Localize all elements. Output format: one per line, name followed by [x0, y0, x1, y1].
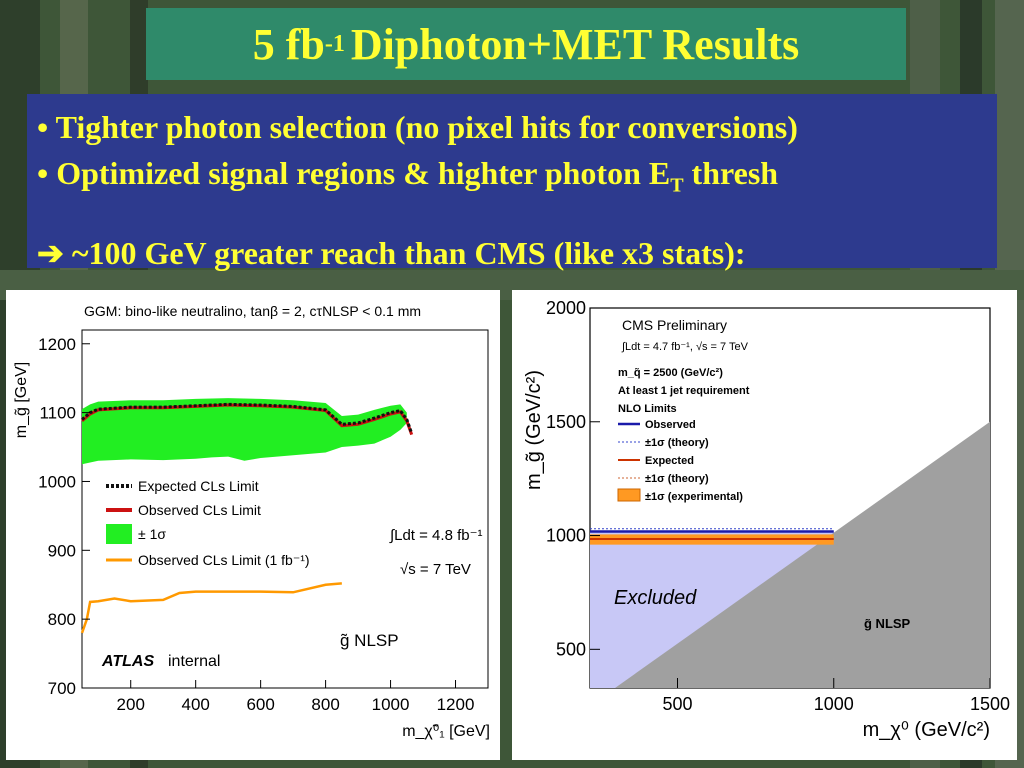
title-main: 5 fb: [252, 19, 325, 69]
conclusion-text: ~100 GeV greater reach than CMS (like x3…: [63, 235, 746, 272]
cms-xlabel: m_χ⁰ (GeV/c²): [863, 719, 990, 741]
cms-ytick-label: 500: [556, 639, 586, 659]
atlas-xtick-label: 600: [246, 695, 274, 714]
cms-title: CMS Preliminary: [622, 317, 727, 333]
bullet-2: • Optimized signal regions & highter pho…: [37, 150, 987, 208]
atlas-ytick-label: 1000: [38, 472, 76, 491]
bullet-2-pre: • Optimized signal regions & highter pho…: [37, 155, 671, 191]
bullet-1: • Tighter photon selection (no pixel hit…: [37, 109, 798, 145]
atlas-ylabel: m_g̃ [GeV]: [13, 362, 30, 438]
atlas-ytick-label: 1200: [38, 335, 76, 354]
atlas-legend-label: ± 1σ: [138, 526, 166, 542]
atlas-expected-line: [81, 402, 414, 434]
arrow-icon: ➔: [37, 235, 64, 272]
cms-legend-label: ±1σ (theory): [645, 473, 709, 485]
slide-title: 5 fb -1 Diphoton+MET Results: [146, 8, 906, 80]
atlas-title: GGM: bino-like neutralino, tanβ = 2, cτN…: [84, 303, 421, 319]
bullet-box: • Tighter photon selection (no pixel hit…: [27, 94, 997, 271]
cms-msq-label: m_q̃ = 2500 (GeV/c²): [618, 367, 723, 379]
cms-plot-panel: 500 1000 1500 500 1000 1500 2000 m_g̃ (GeV/c²) m…: [512, 290, 1017, 760]
atlas-xtick-label: 200: [117, 695, 145, 714]
cms-legend-label: ±1σ (theory): [645, 437, 709, 449]
atlas-observed-1fb-line: [80, 582, 342, 634]
atlas-legend-label: Expected CLs Limit: [138, 478, 259, 494]
cms-xtick-label: 1500: [970, 694, 1010, 714]
cms-lumi-label: ∫Ldt = 4.7 fb⁻¹, √s = 7 TeV: [621, 341, 749, 353]
cms-legend-experimental-swatch: [617, 488, 641, 502]
bullet-2-post: thresh: [683, 155, 779, 191]
atlas-frame: [81, 329, 489, 689]
atlas-ytick-label: 1100: [39, 404, 76, 423]
atlas-atlas-label: ATLAS: [101, 653, 154, 670]
cms-jet-label: At least 1 jet requirement: [618, 385, 750, 397]
cms-legend-label: ±1σ (experimental): [645, 491, 743, 503]
cms-plot: 500 1000 1500 500 1000 1500 2000 m_g̃ (GeV/c²) m…: [523, 298, 1010, 741]
bullet-2-sub: T: [670, 174, 684, 197]
atlas-xlabel: m_χ̃⁰₁ [GeV]: [402, 723, 490, 740]
cms-excluded-label: Excluded: [614, 587, 697, 609]
atlas-internal-label: internal: [168, 653, 220, 670]
atlas-ytick-label: 900: [48, 541, 76, 560]
title-rest: Diphoton+MET Results: [350, 19, 800, 69]
atlas-xtick-label: 400: [181, 695, 209, 714]
atlas-xtick-label: 800: [311, 695, 339, 714]
conclusion-line: ➔ ~100 GeV greater reach than CMS (like …: [37, 230, 987, 276]
atlas-ytick-label: 800: [48, 610, 76, 629]
cms-nlo-label: NLO Limits: [618, 403, 677, 415]
cms-ylabel: m_g̃ (GeV/c²): [523, 370, 545, 490]
cms-xtick-label: 1000: [814, 694, 854, 714]
cms-nlsp-region: [615, 421, 990, 688]
atlas-legend-label: Observed CLs Limit: [138, 502, 261, 518]
cms-ytick-label: 1000: [546, 526, 586, 546]
atlas-sigma-band: [82, 398, 407, 465]
atlas-xtick-label: 1200: [437, 695, 475, 714]
cms-legend-label: Expected: [645, 455, 694, 467]
atlas-legend-label: Observed CLs Limit (1 fb⁻¹): [138, 552, 310, 568]
atlas-legend-sigma-swatch: [106, 524, 132, 544]
cms-nlsp-label: g̃ NLSP: [864, 616, 911, 631]
atlas-plot: GGM: bino-like neutralino, tanβ = 2, cτN…: [13, 303, 490, 740]
atlas-sqrts-label: √s = 7 TeV: [400, 561, 471, 578]
atlas-xtick-label: 1000: [372, 695, 410, 714]
atlas-plot-panel: GGM: bino-like neutralino, tanβ = 2, cτN…: [6, 290, 500, 760]
atlas-lumi-label: ∫Ldt = 4.8 fb⁻¹: [389, 527, 483, 544]
title-superscript: -1: [324, 30, 345, 57]
cms-ytick-label: 1500: [546, 412, 586, 432]
atlas-nlsp-label: g̃ NLSP: [340, 631, 399, 650]
cms-legend-label: Observed: [645, 419, 696, 431]
cms-xtick-label: 500: [662, 694, 692, 714]
cms-ytick-label: 2000: [546, 298, 586, 318]
atlas-ytick-label: 700: [48, 679, 76, 698]
